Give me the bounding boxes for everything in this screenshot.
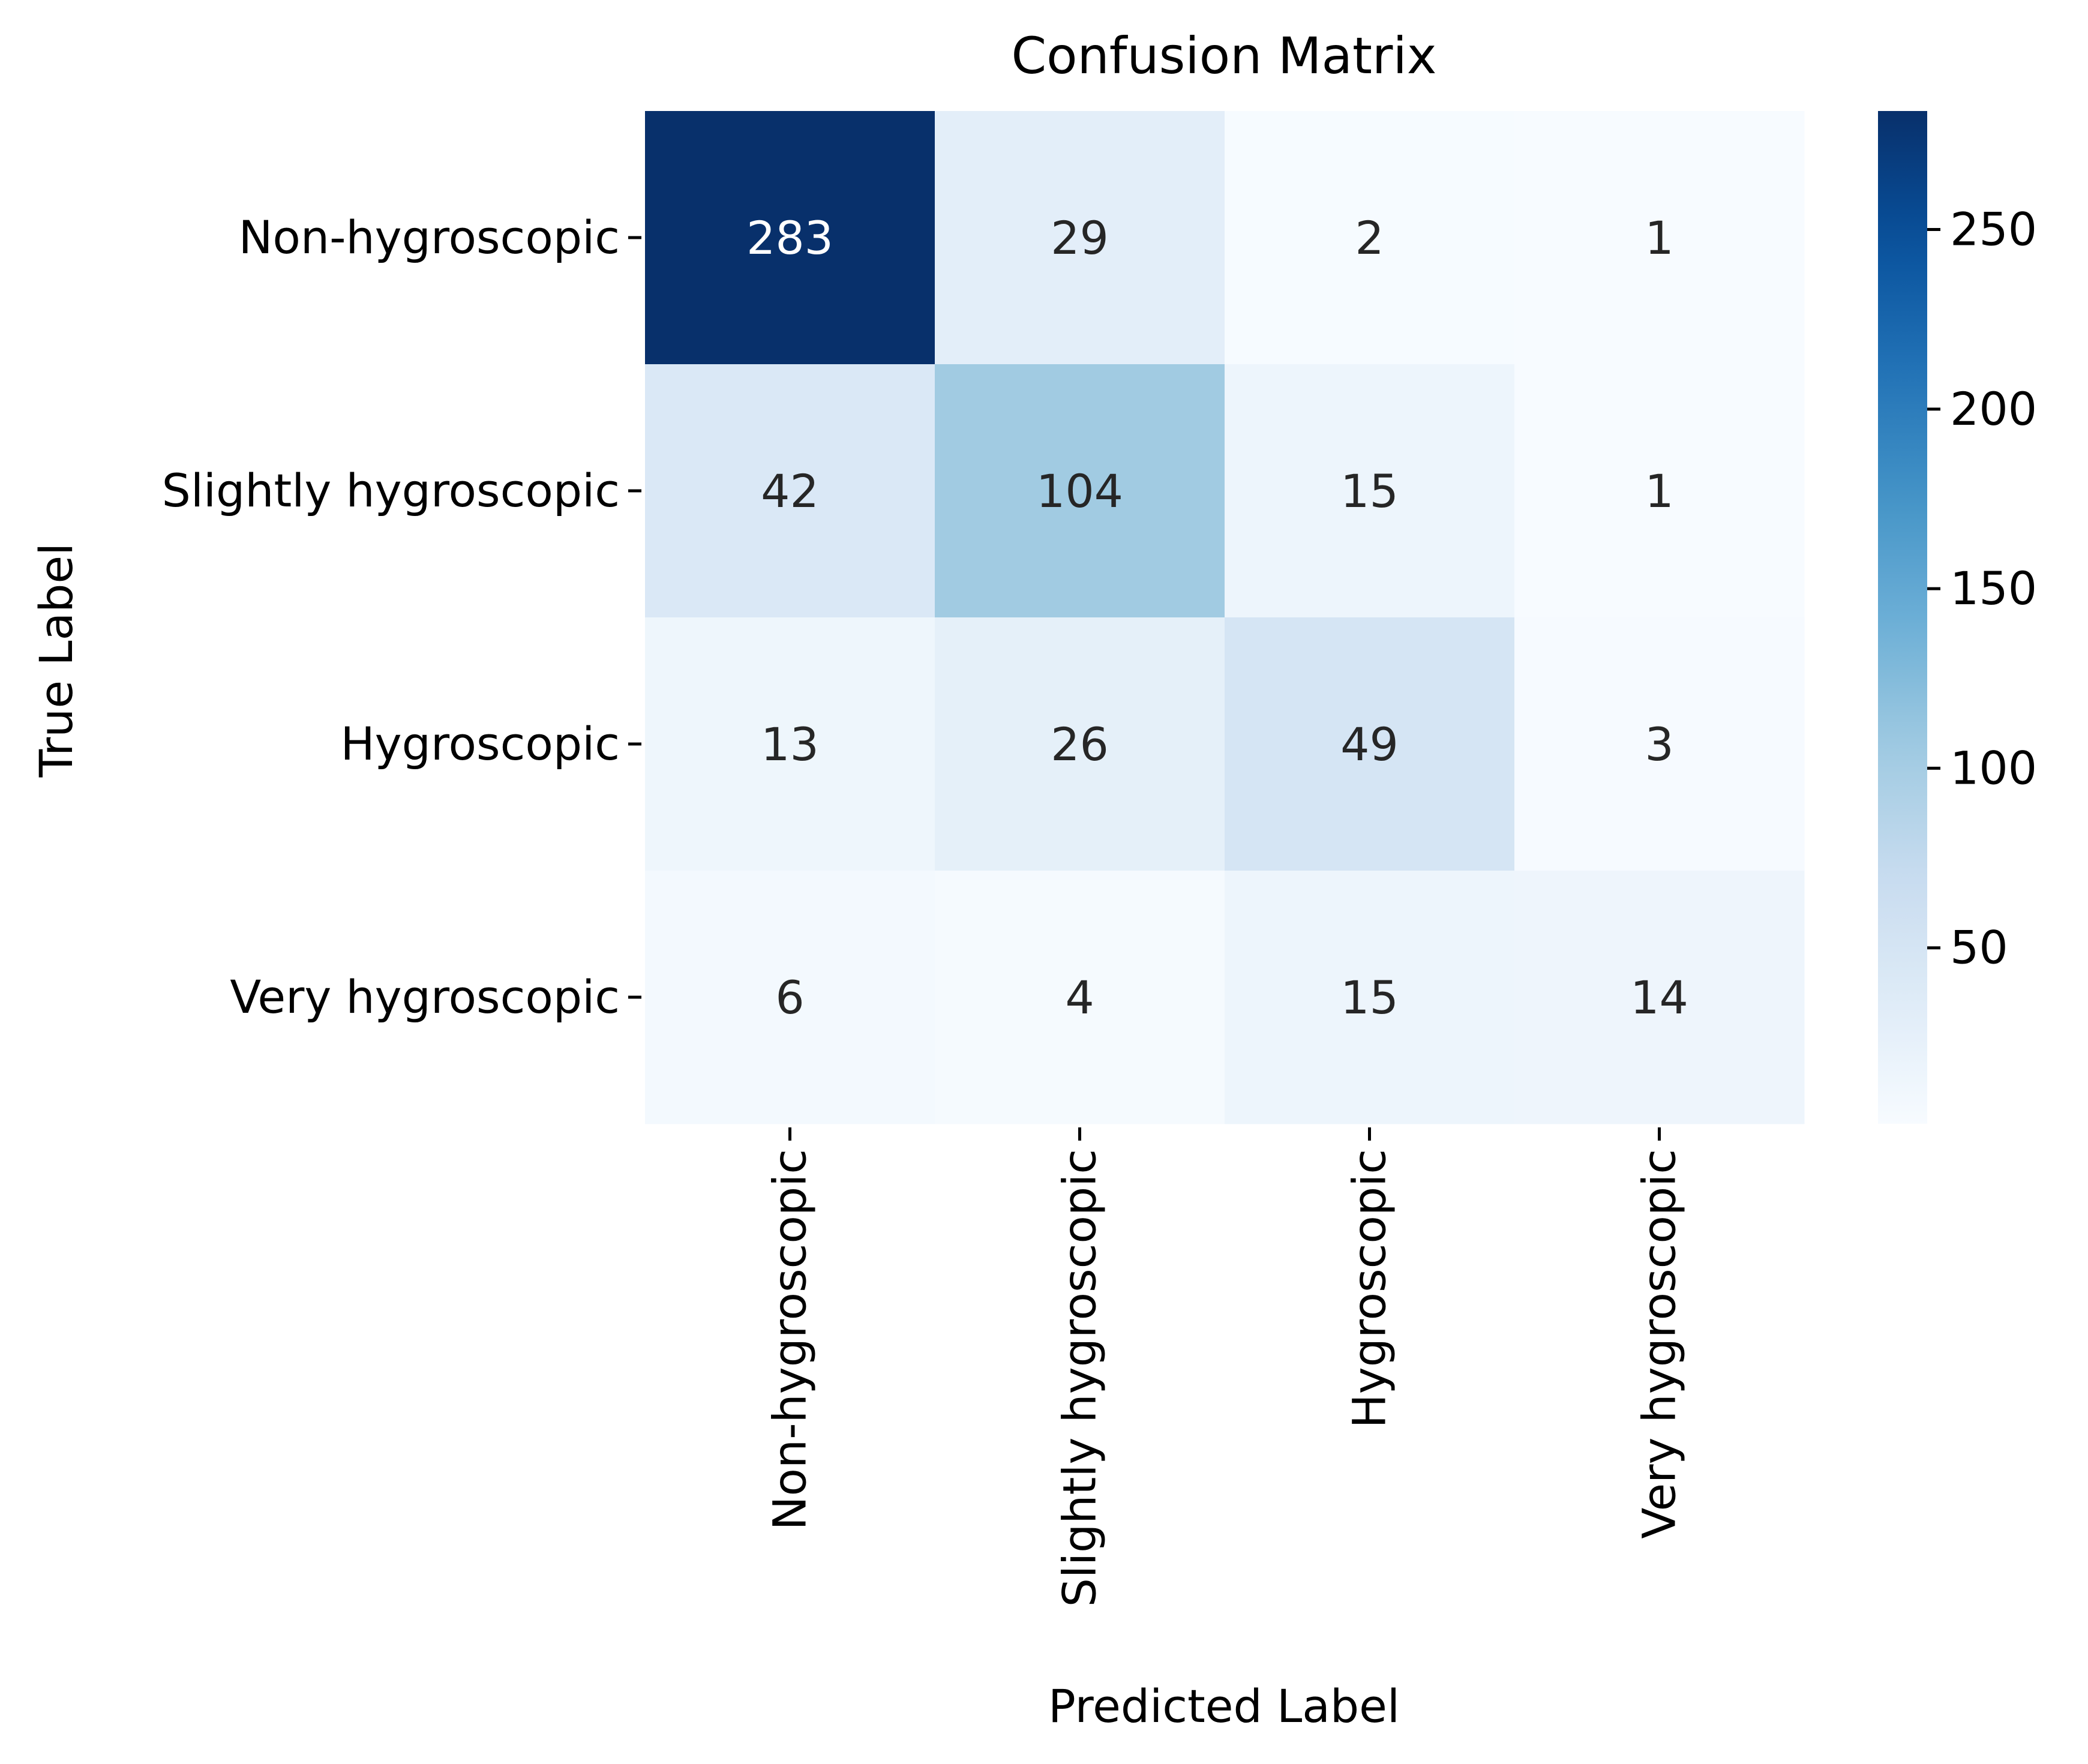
x-tick-label: Hygroscopic <box>1343 1149 1396 1428</box>
heatmap-cell <box>935 364 1225 618</box>
y-axis: Non-hygroscopic Slightly hygroscopic Hygro… <box>162 211 641 1024</box>
cell-value-label: 14 <box>1630 971 1688 1024</box>
cell-value-label: 6 <box>775 971 804 1024</box>
cell-value-label: 29 <box>1051 211 1109 265</box>
cell-value-label: 42 <box>761 464 819 518</box>
x-tick-label: Non-hygroscopic <box>763 1149 817 1530</box>
heatmap-cell <box>935 871 1225 1124</box>
colorbar-tick-label: 200 <box>1950 382 2037 436</box>
cell-value-label: 26 <box>1051 718 1109 771</box>
cell-value-labels: 283 29 2 1 42 104 15 1 13 26 49 3 6 4 15 14 <box>746 211 1688 1024</box>
cell-value-label: 1 <box>1645 464 1673 518</box>
heatmap-cell <box>645 871 935 1124</box>
heatmap-cell <box>1514 617 1805 871</box>
cell-value-label: 2 <box>1355 211 1384 265</box>
colorbar-tick-label: 100 <box>1950 741 2037 794</box>
x-axis-label: Predicted Label <box>1048 1679 1400 1733</box>
cell-value-label: 4 <box>1065 971 1094 1024</box>
cell-value-label: 104 <box>1036 464 1123 518</box>
heatmap-cell <box>935 111 1225 365</box>
colorbar-tick-label: 150 <box>1950 562 2037 615</box>
x-axis: Non-hygroscopic Slightly hygroscopic Hygro… <box>763 1127 1686 1607</box>
y-tick-label: Very hygroscopic <box>230 970 620 1024</box>
heatmap-cell <box>1514 871 1805 1124</box>
colorbar: 50 100 150 200 250 <box>1878 111 2037 1124</box>
colorbar-tick-label: 50 <box>1950 921 2008 974</box>
x-tick-label: Very hygroscopic <box>1633 1149 1686 1539</box>
heatmap-cell <box>645 364 935 618</box>
heatmap-cell <box>1514 364 1805 618</box>
heatmap-cell <box>1225 871 1515 1124</box>
cell-value-label: 1 <box>1645 211 1673 265</box>
chart-title: Confusion Matrix <box>1012 26 1437 85</box>
heatmap-cell <box>1225 111 1515 365</box>
y-tick-label: Non-hygroscopic <box>239 211 620 264</box>
y-tick-label: Hygroscopic <box>341 717 620 770</box>
heatmap-cell <box>1225 364 1515 618</box>
heatmap-cell <box>935 617 1225 871</box>
cell-value-label: 15 <box>1340 971 1399 1024</box>
colorbar-gradient <box>1878 111 1927 1124</box>
cell-value-label: 283 <box>746 211 833 265</box>
heatmap-cells <box>645 111 1805 1124</box>
heatmap-cell <box>645 111 935 365</box>
heatmap-cell <box>1225 617 1515 871</box>
colorbar-tick-label: 250 <box>1950 203 2037 256</box>
heatmap-cell <box>645 617 935 871</box>
heatmap-cell <box>1514 111 1805 365</box>
cell-value-label: 3 <box>1645 718 1673 771</box>
cell-value-label: 15 <box>1340 464 1399 518</box>
x-tick-label: Slightly hygroscopic <box>1053 1149 1106 1607</box>
y-tick-label: Slightly hygroscopic <box>162 464 620 517</box>
cell-value-label: 49 <box>1340 718 1399 771</box>
y-axis-label: True Label <box>29 543 83 778</box>
cell-value-label: 13 <box>761 718 819 771</box>
